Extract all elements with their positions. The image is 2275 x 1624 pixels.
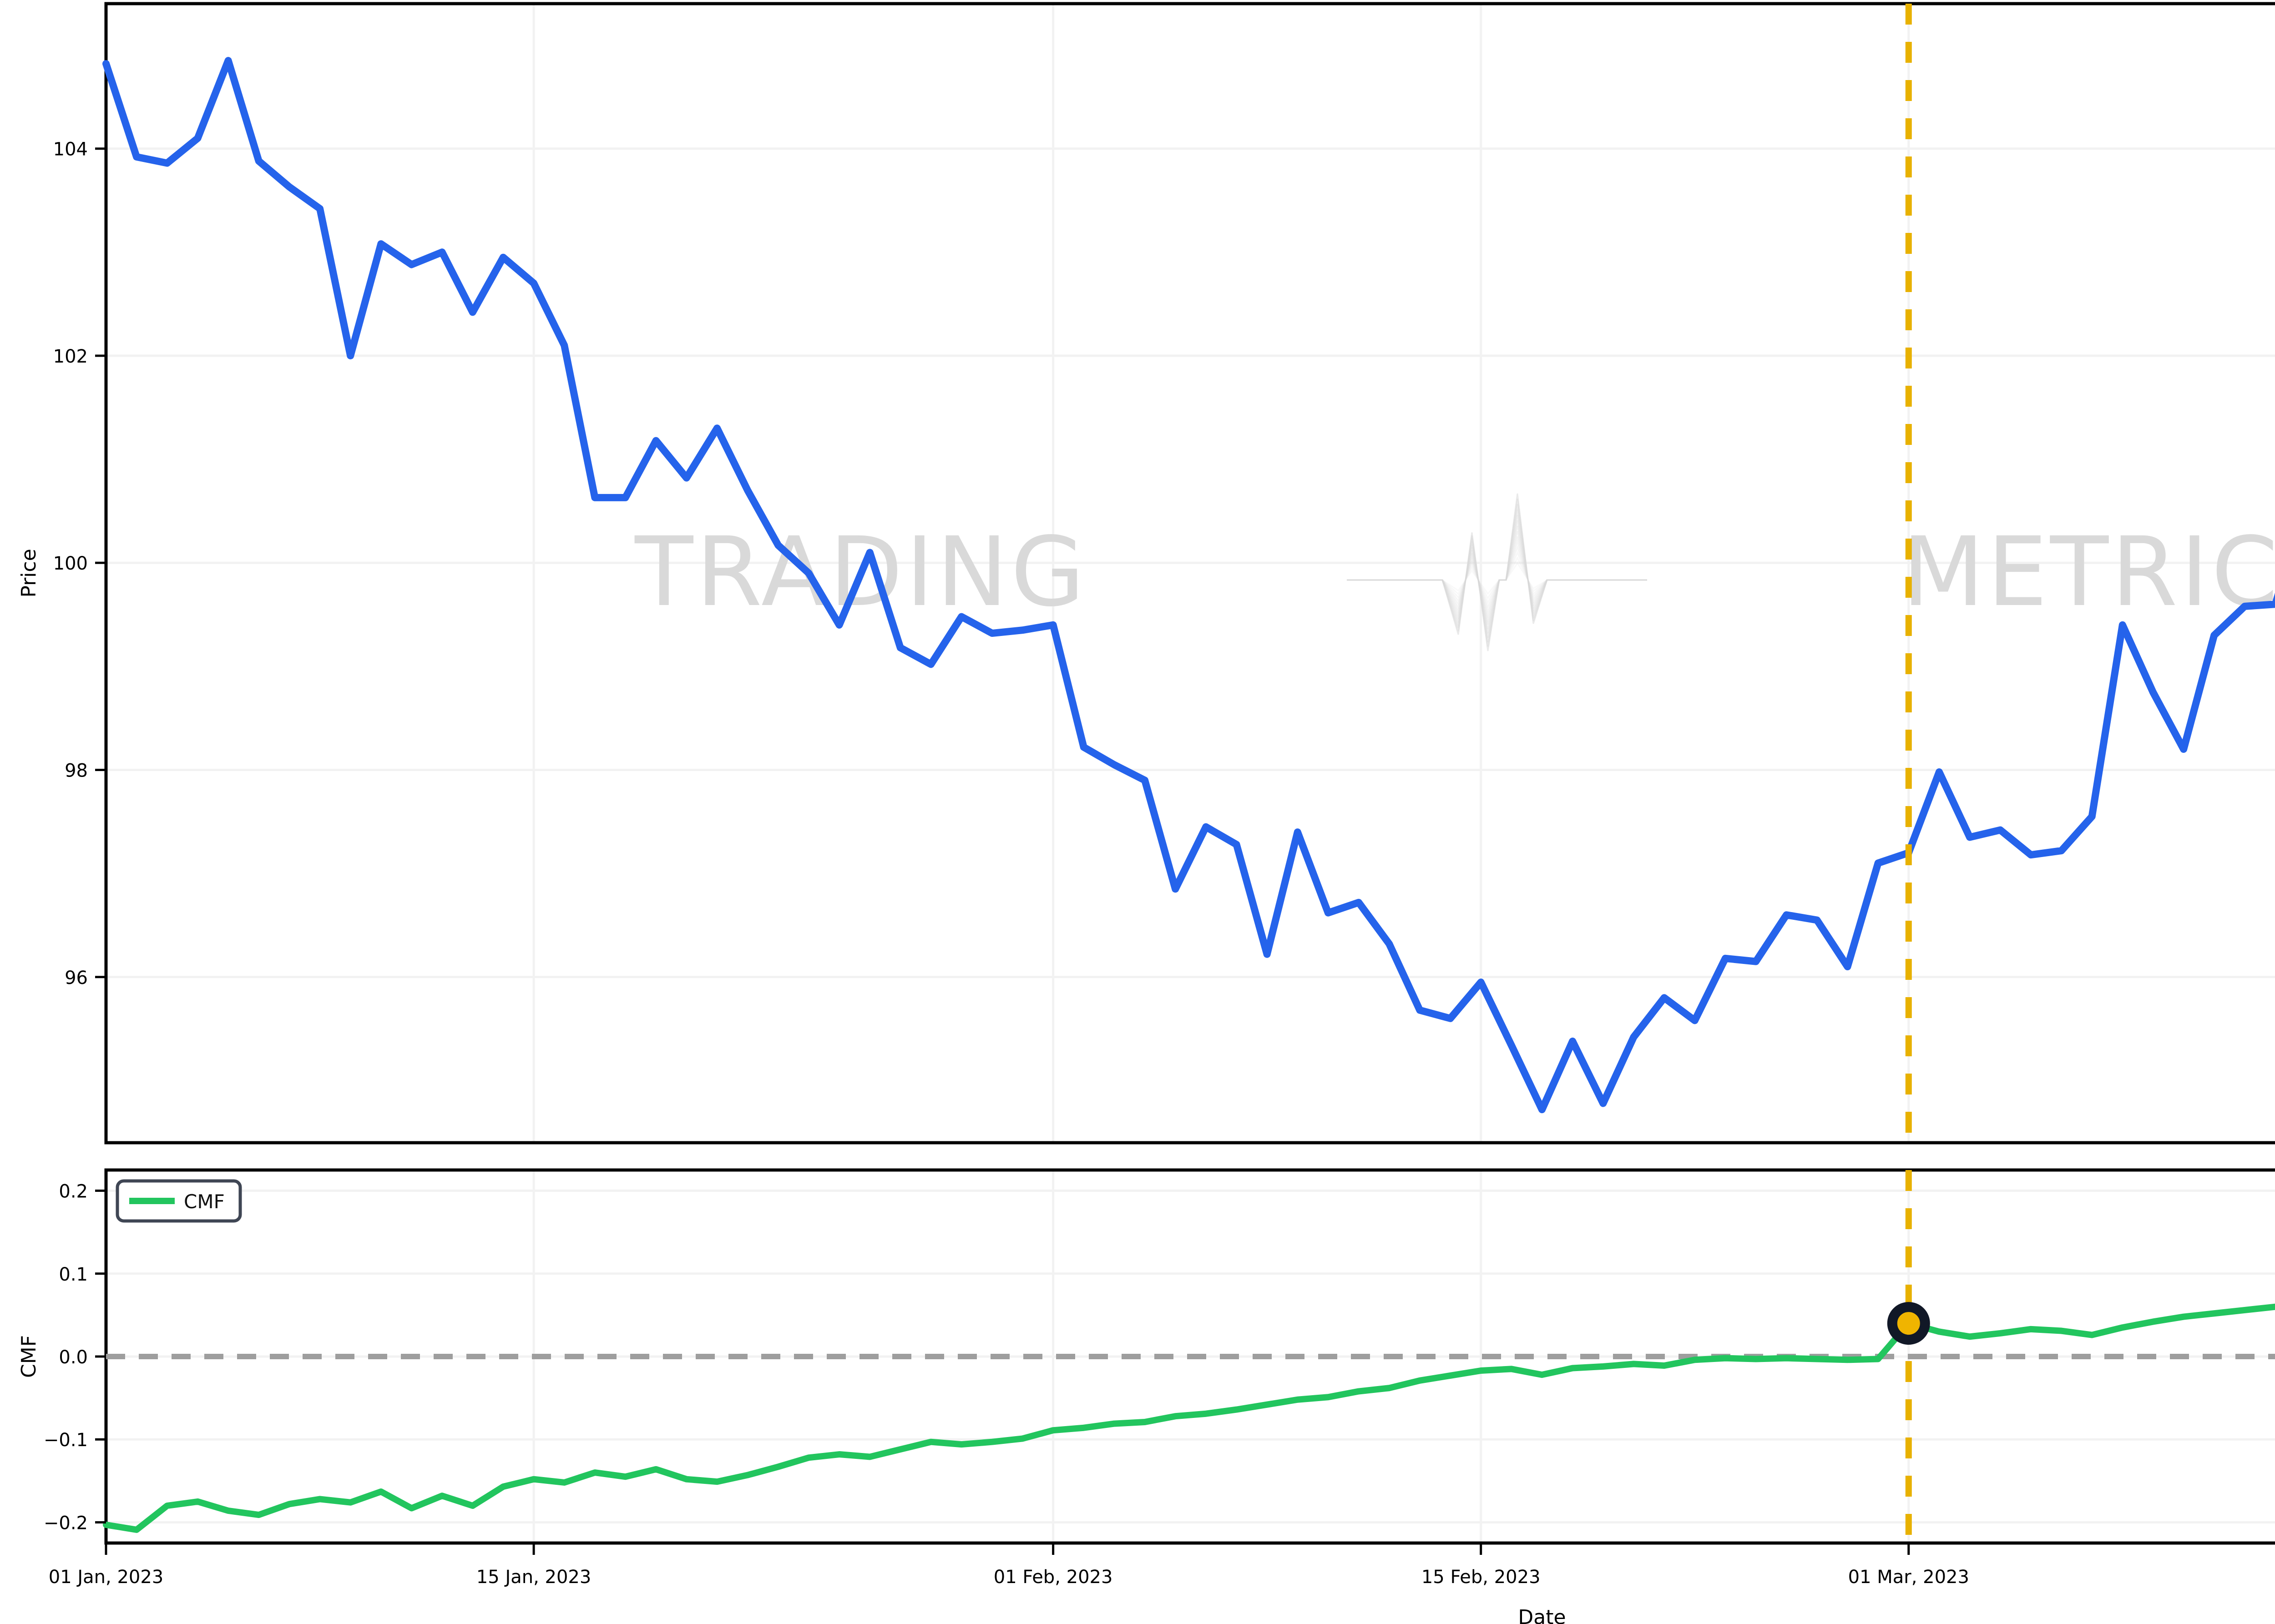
x-tick-label: 01 Feb, 2023: [994, 1567, 1113, 1588]
x-tick-label: 15 Jan, 2023: [476, 1567, 592, 1588]
pulse-wave-stroke: [1347, 539, 1647, 614]
cmf-y-tick-label: 0.2: [59, 1181, 88, 1202]
x-tick-label: 01 Jan, 2023: [49, 1567, 164, 1588]
x-axis: 01 Jan, 2023 15 Jan, 2023 01 Feb, 2023 15 F…: [49, 1543, 1969, 1624]
pulse-wave-stroke: [1347, 556, 1647, 600]
price-y-tick-label: 102: [53, 346, 88, 367]
pulse-wave-stroke: [1347, 536, 1647, 618]
x-axis-title: Date: [1518, 1606, 1566, 1624]
pulse-wave-stroke: [1347, 493, 1647, 651]
price-line: [102, 57, 2275, 1114]
cmf-y-tick-label: 0.0: [59, 1347, 88, 1368]
cmf-panel: −0.2 −0.1 0.0 0.1 0.2 CMF CMF: [17, 1168, 2275, 1545]
cmf-y-axis-title: CMF: [17, 1335, 40, 1378]
pulse-wave-stroke: [1347, 504, 1647, 642]
pulse-wave-icon: [1347, 493, 1647, 651]
price-y-tick-label: 100: [53, 553, 88, 574]
cmf-y-tick-label: −0.1: [44, 1430, 88, 1451]
cmf-line: [103, 1303, 2275, 1533]
pulse-wave-stroke: [1347, 520, 1647, 629]
pulse-wave-stroke: [1347, 509, 1647, 638]
watermark-text-right: METRICS: [1902, 516, 2275, 628]
pulse-wave-stroke: [1347, 545, 1647, 609]
cmf-zero-cross-marker[interactable]: [1887, 1302, 1930, 1345]
watermark: TRADINGMETRICS: [634, 493, 2275, 651]
pulse-wave-stroke: [1347, 562, 1647, 595]
cmf-y-tick-label: 0.1: [59, 1264, 88, 1285]
price-y-tick-label: 98: [65, 761, 88, 782]
pulse-wave-stroke: [1347, 531, 1647, 623]
x-tick-label: 15 Feb, 2023: [1421, 1567, 1541, 1588]
pulse-wave-stroke: [1347, 514, 1647, 634]
cmf-legend[interactable]: CMF: [116, 1179, 242, 1223]
pulse-wave-stroke: [1347, 525, 1647, 625]
pulse-wave-stroke: [1347, 550, 1647, 605]
price-panel: 9698100102104PricePrice: [17, 2, 2275, 1145]
cmf-y-tick-label: −0.2: [44, 1513, 88, 1533]
cmf-legend-box[interactable]: [116, 1179, 242, 1223]
x-tick-label: 01 Mar, 2023: [1848, 1567, 1969, 1588]
price-y-tick-label: 96: [65, 968, 88, 989]
cmf-marker-dot[interactable]: [1887, 1302, 1930, 1345]
cmf-legend-label: CMF: [184, 1190, 225, 1213]
price-y-axis-title: Price: [17, 549, 40, 597]
price-y-tick-label: 104: [53, 139, 88, 160]
grid-lines: [105, 4, 2275, 1543]
price-axes-frame: [104, 2, 2275, 1145]
pulse-wave-stroke: [1347, 499, 1647, 647]
